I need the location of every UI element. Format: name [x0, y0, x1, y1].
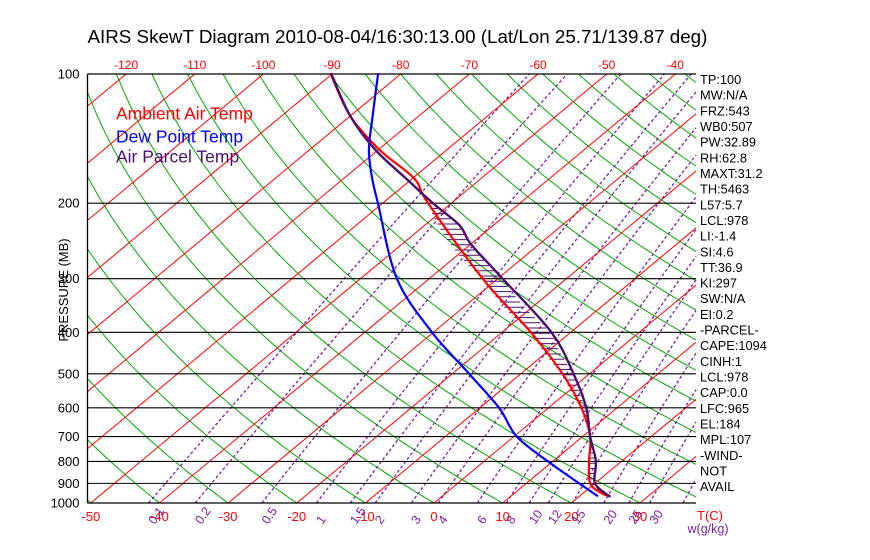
svg-text:TH:5463: TH:5463 — [700, 182, 749, 197]
svg-text:MPL:107: MPL:107 — [700, 432, 751, 447]
svg-text:AVAIL: AVAIL — [700, 479, 734, 494]
svg-text:KI:297: KI:297 — [700, 276, 737, 291]
svg-text:TT:36.9: TT:36.9 — [700, 260, 743, 275]
svg-text:LI:-1.4: LI:-1.4 — [700, 229, 736, 244]
svg-text:T(C): T(C) — [697, 508, 723, 523]
svg-text:-50: -50 — [81, 509, 100, 524]
svg-text:CAP:0.0: CAP:0.0 — [700, 385, 748, 400]
svg-text:EI:0.2: EI:0.2 — [700, 307, 733, 322]
svg-text:FRZ:543: FRZ:543 — [700, 103, 750, 118]
svg-text:SW:N/A: SW:N/A — [700, 291, 746, 306]
svg-text:900: 900 — [58, 476, 80, 491]
svg-text:RH:62.8: RH:62.8 — [700, 150, 747, 165]
svg-text:Dew Point Temp: Dew Point Temp — [116, 126, 243, 146]
svg-text:Air Parcel Temp: Air Parcel Temp — [116, 147, 239, 167]
svg-text:WB0:507: WB0:507 — [700, 119, 753, 134]
svg-text:-50: -50 — [598, 58, 616, 72]
svg-text:LFC:965: LFC:965 — [700, 401, 749, 416]
svg-text:LCL:978: LCL:978 — [700, 213, 748, 228]
svg-text:-90: -90 — [323, 58, 341, 72]
svg-text:-120: -120 — [114, 58, 138, 72]
svg-text:CINH:1: CINH:1 — [700, 354, 742, 369]
svg-text:-30: -30 — [219, 509, 238, 524]
svg-text:-100: -100 — [251, 58, 275, 72]
svg-text:200: 200 — [58, 196, 80, 211]
svg-text:w(g/kg): w(g/kg) — [687, 522, 729, 536]
svg-text:-80: -80 — [392, 58, 410, 72]
svg-text:Ambient Air Temp: Ambient Air Temp — [116, 103, 253, 123]
svg-text:1000: 1000 — [51, 496, 80, 511]
svg-text:SI:4.6: SI:4.6 — [700, 244, 733, 259]
svg-text:600: 600 — [58, 400, 80, 415]
svg-text:-20: -20 — [287, 509, 306, 524]
svg-text:-70: -70 — [461, 58, 479, 72]
svg-text:500: 500 — [58, 366, 80, 381]
svg-text:-60: -60 — [529, 58, 547, 72]
svg-text:800: 800 — [58, 454, 80, 469]
svg-text:PRESSURE (MB): PRESSURE (MB) — [56, 238, 71, 341]
svg-text:MAXT:31.2: MAXT:31.2 — [700, 166, 763, 181]
svg-text:MW:N/A: MW:N/A — [700, 88, 748, 103]
svg-text:PW:32.89: PW:32.89 — [700, 135, 756, 150]
svg-text:CAPE:1094: CAPE:1094 — [700, 338, 767, 353]
svg-text:TP:100: TP:100 — [700, 72, 741, 87]
svg-text:100: 100 — [58, 67, 80, 82]
svg-text:L57:5.7: L57:5.7 — [700, 197, 743, 212]
svg-text:AIRS SkewT Diagram 2010-08-04/: AIRS SkewT Diagram 2010-08-04/16:30:13.0… — [88, 26, 708, 47]
svg-text:-40: -40 — [667, 58, 685, 72]
svg-text:NOT: NOT — [700, 464, 727, 479]
svg-text:EL:184: EL:184 — [700, 417, 741, 432]
svg-text:700: 700 — [58, 429, 80, 444]
svg-text:-110: -110 — [183, 58, 206, 72]
svg-text:-WIND-: -WIND- — [700, 448, 743, 463]
svg-text:LCL:978: LCL:978 — [700, 370, 748, 385]
svg-text:-PARCEL-: -PARCEL- — [700, 323, 759, 338]
